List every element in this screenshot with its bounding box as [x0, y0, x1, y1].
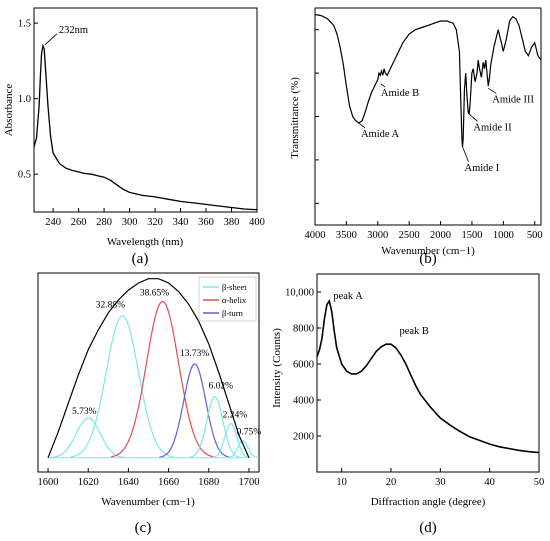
- panel-a-xtick-label: 240: [45, 217, 61, 228]
- panel-c-component-curve: [226, 440, 260, 459]
- panel-c-component-curve: [110, 300, 214, 458]
- panel-c-component-curve: [188, 396, 241, 458]
- panel-d-xlabel: Diffraction angle (degree): [371, 496, 486, 508]
- panel-c-chart: Wavenumber (cm−1) (c) 1600 1620 1640 1660 16…: [37, 272, 262, 536]
- panel-d-xtick-label: 50: [534, 477, 545, 488]
- panel-a-peak-annotation: 232nm: [59, 25, 88, 36]
- panel-a-ylabel: Absorbance: [3, 84, 15, 137]
- panel-c-component-curve: [70, 315, 174, 458]
- panel-c-component-curve: [49, 417, 127, 459]
- panel-b-xtick-label: 3000: [367, 230, 388, 241]
- panel-c-legend-label: β-turn: [222, 308, 244, 318]
- panel-a-xtick-label: 400: [249, 217, 265, 228]
- panel-a-xtick-label: 260: [71, 217, 87, 228]
- panel-d-xtick-label: 10: [336, 477, 347, 488]
- panel-d-chart: Diffraction angle (degree) Intensity (Co…: [271, 273, 545, 536]
- panel-c-label: (c): [135, 520, 152, 536]
- panel-c-percent-label: 38.65%: [140, 288, 169, 298]
- panel-b-annotation: Amide A: [361, 129, 400, 140]
- panel-c-xlabel: Wavenumber (cm−1): [101, 496, 195, 508]
- panel-d-xrd-line: [316, 299, 540, 454]
- panel-b-frame: [314, 7, 542, 226]
- panel-c-xtick-label: 1620: [78, 477, 99, 488]
- panel-c-component-curve: [159, 363, 230, 458]
- panel-a-xtick-label: 380: [224, 217, 240, 228]
- panel-d-peak-annotation: peak A: [333, 291, 363, 302]
- panel-b-annotation: Amide III: [492, 94, 534, 105]
- panel-a-xtick-label: 320: [147, 217, 163, 228]
- panel-b-xtick-label: 500: [527, 230, 543, 241]
- panel-b-annotation-pointer: [488, 87, 497, 94]
- panel-b-xtick-label: 1500: [461, 230, 482, 241]
- panel-b-xtick-label: 2000: [430, 230, 451, 241]
- panel-a-peak-pointer: [44, 33, 58, 46]
- panel-c-envelope-curve: [47, 278, 250, 459]
- panel-c-xtick-label: 1660: [158, 477, 179, 488]
- panel-a-xtick-label: 280: [96, 217, 112, 228]
- panel-b-annotation-pointer: [469, 114, 478, 122]
- panel-a-xlabel: Wavelength (nm): [107, 236, 184, 248]
- panel-b-ylabel: Transmittance (%): [289, 77, 301, 159]
- panel-b-annotation-pointer: [462, 146, 469, 163]
- panel-b-xtick-label: 3500: [336, 230, 357, 241]
- panel-d-ytick-label: 10,000: [285, 288, 314, 299]
- panel-b-xtick-label: 1000: [493, 230, 514, 241]
- panel-a-xtick-label: 340: [173, 217, 189, 228]
- panel-b-chart: Wavenumber (cm−1) Transmittance (%) (b) …: [289, 7, 543, 267]
- panel-c-percent-label: 32.88%: [96, 301, 125, 311]
- panel-a-ytick-label: 1.5: [18, 19, 31, 30]
- panel-d-ylabel: Intensity (Counts): [271, 328, 283, 408]
- panel-a-chart: Wavelength (nm) Absorbance (a) 240 260 280…: [3, 7, 265, 267]
- panel-c-xtick-label: 1600: [38, 477, 59, 488]
- panel-a-xtick-label: 300: [122, 217, 138, 228]
- panel-c-legend-label: β-sheet: [222, 282, 247, 292]
- panel-d-ytick-label: 2000: [293, 432, 314, 443]
- panel-a-frame: [33, 7, 258, 213]
- panel-c-xtick-label: 1680: [198, 477, 219, 488]
- panel-c-percent-label: 0.75%: [237, 428, 262, 438]
- panel-c-legend-label: α-helix: [222, 295, 247, 305]
- panel-d-ytick-label: 4000: [293, 396, 314, 407]
- panel-a-label: (a): [132, 251, 149, 267]
- panel-c-xtick-label: 1640: [118, 477, 139, 488]
- panel-d-peak-annotation: peak B: [399, 326, 428, 337]
- panel-a-ytick-label: 0.5: [18, 170, 31, 181]
- panel-d-xtick-label: 40: [484, 477, 495, 488]
- panel-c-xtick-label: 1700: [238, 477, 259, 488]
- panel-d-frame: [316, 273, 540, 473]
- panel-b-xtick-label: 2500: [399, 230, 420, 241]
- panel-c-percent-label: 5.73%: [72, 407, 97, 417]
- panel-b-annotation: Amide I: [465, 163, 500, 174]
- panel-d-xtick-label: 30: [435, 477, 446, 488]
- panel-c-component-curve: [211, 423, 250, 459]
- panel-c-frame: [37, 272, 260, 473]
- panel-a-ytick-label: 1.0: [18, 94, 31, 105]
- panel-b-annotation: Amide II: [473, 122, 512, 133]
- panel-d-label: (d): [419, 520, 437, 536]
- panel-c-percent-label: 13.73%: [180, 349, 209, 359]
- panel-d-ytick-label: 8000: [293, 324, 314, 335]
- panel-b-annotation-pointer: [380, 83, 386, 88]
- panel-b-annotation: Amide B: [381, 88, 419, 99]
- panel-d-ytick-label: 6000: [293, 360, 314, 371]
- panel-b-label: (b): [419, 251, 437, 267]
- panel-a-xtick-label: 360: [198, 217, 214, 228]
- panel-b-xtick-label: 4000: [305, 230, 326, 241]
- panel-b-xlabel: Wavenumber (cm−1): [381, 245, 475, 257]
- panel-c-percent-label: 6.02%: [209, 382, 234, 392]
- panel-d-xtick-label: 20: [386, 477, 397, 488]
- panel-b-ftir-line: [314, 13, 542, 147]
- panel-a-absorbance-line: [33, 43, 258, 211]
- panel-b-annotation-pointer: [358, 122, 366, 129]
- panel-c-percent-label: 2.24%: [223, 411, 248, 421]
